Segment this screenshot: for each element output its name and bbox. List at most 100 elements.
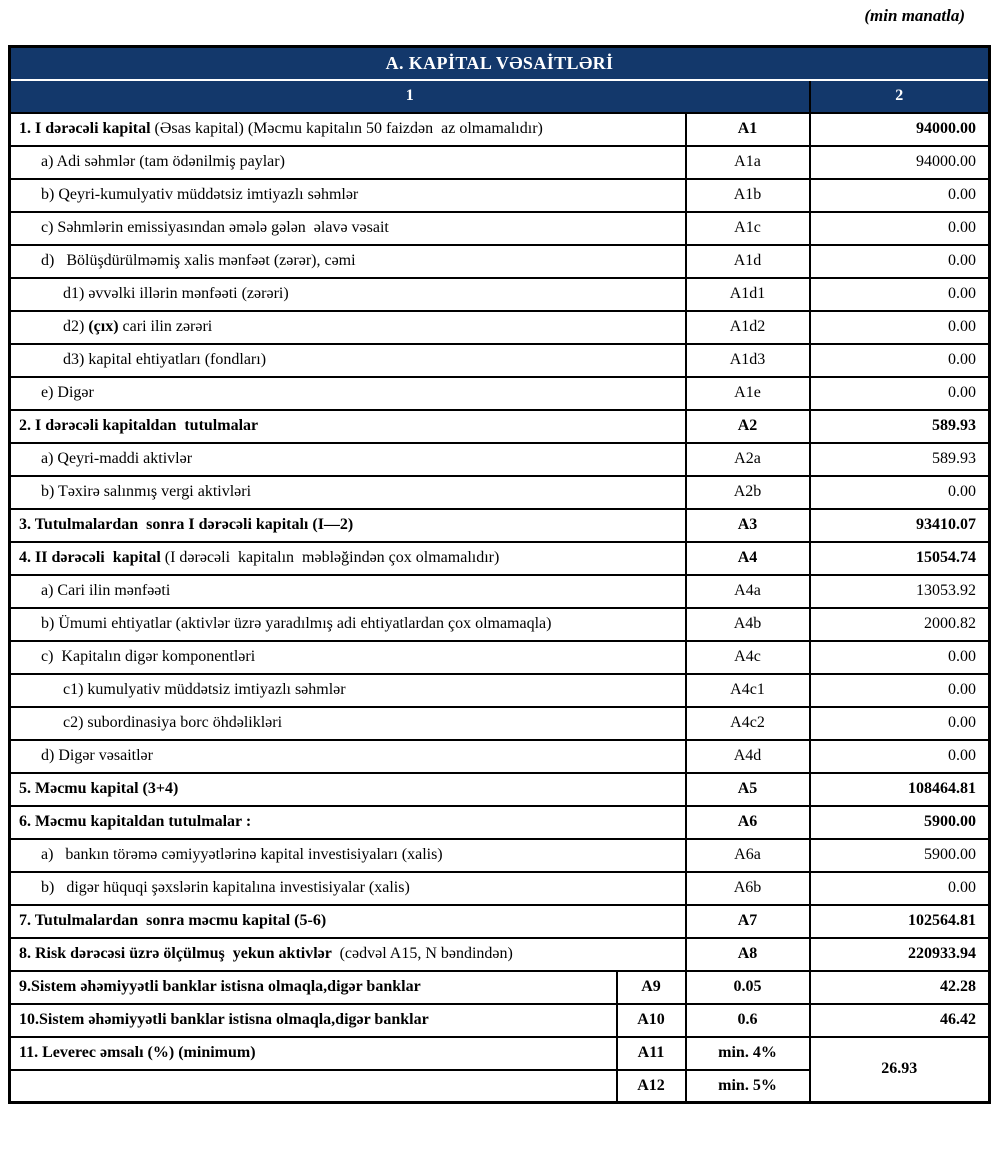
- row-label: a) bankın törəmə cəmiyyətlərinə kapital …: [8, 837, 687, 873]
- row-code: A4a: [684, 573, 811, 609]
- row-label: d1) əvvəlki illərin mənfəəti (zərəri): [8, 276, 687, 312]
- table-row-a6b: b) digər hüquqi şəxslərin kapitalına inv…: [8, 870, 991, 906]
- table-row-a5: 5. Məcmu kapital (3+4) A5 108464.81: [8, 771, 991, 807]
- row-value: 5900.00: [808, 804, 991, 840]
- row-label: 5. Məcmu kapital (3+4): [8, 771, 687, 807]
- table-row-a1d1: d1) əvvəlki illərin mənfəəti (zərəri) A1…: [8, 276, 991, 312]
- row-code: A1b: [684, 177, 811, 213]
- table-row-a4a: a) Cari ilin mənfəəti A4a 13053.92: [8, 573, 991, 609]
- row-label: [8, 1068, 618, 1104]
- table-row-a9: 9.Sistem əhəmiyyətli banklar istisna olm…: [8, 969, 991, 1005]
- row-value: 589.93: [808, 441, 991, 477]
- label-bold: 5. Məcmu kapital (3+4): [19, 780, 179, 797]
- row-label: 3. Tutulmalardan sonra I dərəcəli kapita…: [8, 507, 687, 543]
- row-code: A4: [684, 540, 811, 576]
- table-row-a1: 1. I dərəcəli kapital (Əsas kapital) (Mə…: [8, 111, 991, 147]
- row-value: 0.00: [808, 870, 991, 906]
- table-row-a4c2: c2) subordinasiya borc öhdəlikləri A4c2 …: [8, 705, 991, 741]
- row-code: A6: [684, 804, 811, 840]
- label-text: cari ilin zərəri: [118, 318, 213, 335]
- row-ratio: min. 5%: [684, 1068, 811, 1104]
- row-label: 8. Risk dərəcəsi üzrə ölçülmuş yekun akt…: [8, 936, 687, 972]
- row-code: A1d: [684, 243, 811, 279]
- row-value: 0.00: [808, 672, 991, 708]
- col-header-1: 1: [8, 78, 811, 114]
- row-ratio: min. 4%: [684, 1035, 811, 1071]
- row-code: A5: [684, 771, 811, 807]
- row-code: A1d1: [684, 276, 811, 312]
- row-value: 2000.82: [808, 606, 991, 642]
- row-code: A3: [684, 507, 811, 543]
- row-value: 0.00: [808, 639, 991, 675]
- table-row-a4c1: c1) kumulyativ müddətsiz imtiyazlı səhml…: [8, 672, 991, 708]
- row-code: A1c: [684, 210, 811, 246]
- row-label: d) Bölüşdürülməmiş xalis mənfəət (zərər)…: [8, 243, 687, 279]
- row-value: 0.00: [808, 309, 991, 345]
- row-code: A6a: [684, 837, 811, 873]
- row-label: 2. I dərəcəli kapitaldan tutulmalar: [8, 408, 687, 444]
- table-row-a4c: c) Kapitalın digər komponentləri A4c 0.0…: [8, 639, 991, 675]
- row-label: b) digər hüquqi şəxslərin kapitalına inv…: [8, 870, 687, 906]
- table-row-a1d3: d3) kapital ehtiyatları (fondları) A1d3 …: [8, 342, 991, 378]
- label-bold: 3. Tutulmalardan sonra I dərəcəli kapita…: [19, 516, 354, 533]
- row-code: A1d2: [684, 309, 811, 345]
- column-header-row: 1 2: [8, 78, 991, 114]
- row-code: A1: [684, 111, 811, 147]
- table-row-a2a: a) Qeyri-maddi aktivlər A2a 589.93: [8, 441, 991, 477]
- row-label: d2) (çıx) cari ilin zərəri: [8, 309, 687, 345]
- row-code: A4c: [684, 639, 811, 675]
- table-row-a4d: d) Digər vəsaitlər A4d 0.00: [8, 738, 991, 774]
- col-header-2: 2: [808, 78, 991, 114]
- row-code: A1a: [684, 144, 811, 180]
- table-row-a6: 6. Məcmu kapitaldan tutulmalar : A6 5900…: [8, 804, 991, 840]
- row-label: 6. Məcmu kapitaldan tutulmalar :: [8, 804, 687, 840]
- row-label: b) Ümumi ehtiyatlar (aktivlər üzrə yarad…: [8, 606, 687, 642]
- label-bold: (çıx): [88, 318, 119, 335]
- row-value: 0.00: [808, 738, 991, 774]
- row-code: A4b: [684, 606, 811, 642]
- row-code: A4c2: [684, 705, 811, 741]
- row-code: A1e: [684, 375, 811, 411]
- row-value: 94000.00: [808, 111, 991, 147]
- label-text: (Əsas kapital) (Məcmu kapitalın 50 faizd…: [154, 120, 543, 137]
- row-value: 0.00: [808, 210, 991, 246]
- row-value: 5900.00: [808, 837, 991, 873]
- leverage-value-cell: 26.93: [808, 1035, 991, 1104]
- row-code: A2: [684, 408, 811, 444]
- row-label: b) Təxirə salınmış vergi aktivləri: [8, 474, 687, 510]
- label-bold: 8. Risk dərəcəsi üzrə ölçülmuş yekun akt…: [19, 945, 336, 962]
- table-row-a2b: b) Təxirə salınmış vergi aktivləri A2b 0…: [8, 474, 991, 510]
- row-code: A4d: [684, 738, 811, 774]
- table-row-a1a: a) Adi səhmlər (tam ödənilmiş paylar) A1…: [8, 144, 991, 180]
- row-code: A2b: [684, 474, 811, 510]
- row-label: c) Kapitalın digər komponentləri: [8, 639, 687, 675]
- table-row-a12: A12 min. 5%: [8, 1068, 990, 1104]
- label-bold: 1. I dərəcəli kapital: [19, 120, 155, 137]
- row-value: 94000.00: [808, 144, 991, 180]
- row-label: a) Cari ilin mənfəəti: [8, 573, 687, 609]
- row-value: 93410.07: [808, 507, 991, 543]
- row-value: 13053.92: [808, 573, 991, 609]
- row-value: 0.00: [808, 342, 991, 378]
- row-label: d3) kapital ehtiyatları (fondları): [8, 342, 687, 378]
- row-code: A9: [615, 969, 687, 1005]
- label-bold: 6. Məcmu kapitaldan tutulmalar :: [19, 813, 252, 830]
- row-value: 0.00: [808, 375, 991, 411]
- row-value: 0.00: [808, 276, 991, 312]
- row-value: 0.00: [808, 705, 991, 741]
- row-label: 1. I dərəcəli kapital (Əsas kapital) (Mə…: [8, 111, 687, 147]
- row-label: 7. Tutulmalardan sonra məcmu kapital (5-…: [8, 903, 687, 939]
- row-value: 15054.74: [808, 540, 991, 576]
- row-label: 11. Leverec əmsalı (%) (minimum): [8, 1035, 618, 1071]
- table-row-a7: 7. Tutulmalardan sonra məcmu kapital (5-…: [8, 903, 991, 939]
- table-row-a1d2: d2) (çıx) cari ilin zərəri A1d2 0.00: [8, 309, 991, 345]
- row-code: A8: [684, 936, 811, 972]
- row-label: 9.Sistem əhəmiyyətli banklar istisna olm…: [8, 969, 618, 1005]
- label-prefix: d2): [63, 318, 89, 335]
- row-label: 10.Sistem əhəmiyyətli banklar istisna ol…: [8, 1002, 618, 1038]
- label-text: (I dərəcəli kapitalın məbləğindən çox ol…: [164, 549, 500, 566]
- unit-note: (min manatla): [864, 6, 965, 25]
- row-value: 46.42: [808, 1002, 991, 1038]
- row-value: 42.28: [808, 969, 991, 1005]
- table-row-a11: 11. Leverec əmsalı (%) (minimum) A11 min…: [8, 1035, 991, 1104]
